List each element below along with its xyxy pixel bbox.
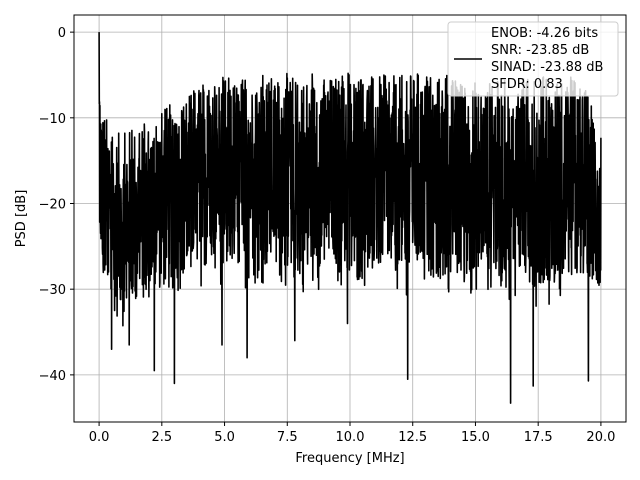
x-axis-label: Frequency [MHz] <box>295 451 404 466</box>
series-line-psd <box>98 32 602 404</box>
legend-box <box>447 21 619 97</box>
legend-snr: SNR: -23.85 dB <box>491 43 589 58</box>
y-tick-label: −10 <box>39 112 66 127</box>
x-tick-label: 7.5 <box>277 430 298 445</box>
legend-sinad: SINAD: -23.88 dB <box>491 60 603 75</box>
x-tick-label: 12.5 <box>398 430 427 445</box>
x-tick-label: 5.0 <box>214 430 235 445</box>
y-tick-label: −40 <box>39 369 66 384</box>
x-tick-label: 15.0 <box>461 430 490 445</box>
y-tick-label: −30 <box>39 283 66 298</box>
x-tick-label: 20.0 <box>586 430 615 445</box>
y-axis-label: PSD [dB] <box>14 190 29 248</box>
legend-sfdr: SFDR: 0.83 <box>491 77 563 92</box>
x-tick-label: 10.0 <box>336 430 365 445</box>
x-tick-label: 0.0 <box>89 430 110 445</box>
legend-enob: ENOB: -4.26 bits <box>491 26 598 41</box>
series-psd <box>98 32 602 404</box>
legend: ENOB: -4.26 bits SNR: -23.85 dB SINAD: -… <box>447 21 619 97</box>
x-tick-label: 17.5 <box>524 430 553 445</box>
y-axis: 0 −10 −20 −30 −40 <box>39 26 74 384</box>
y-tick-label: −20 <box>39 198 66 213</box>
x-tick-label: 2.5 <box>151 430 172 445</box>
x-axis: 0.0 2.5 5.0 7.5 10.0 12.5 15.0 17.5 20.0 <box>89 422 615 445</box>
y-tick-label: 0 <box>58 26 66 41</box>
